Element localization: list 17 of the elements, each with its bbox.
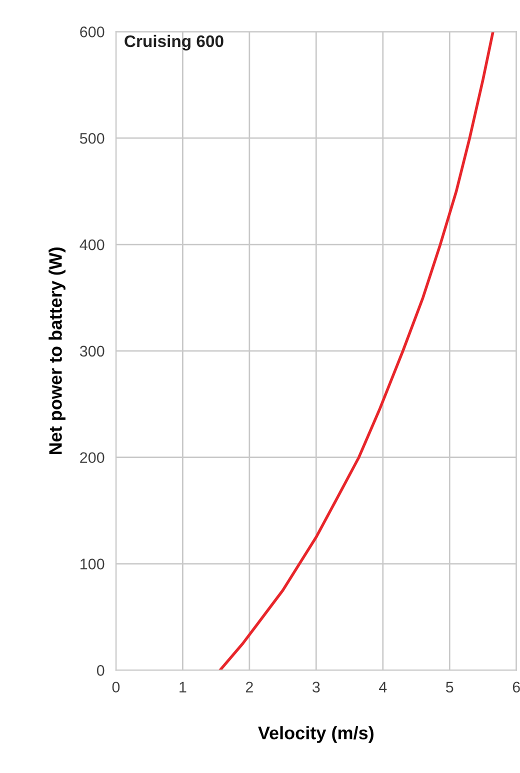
y-tick-label: 500: [80, 132, 104, 144]
chart-title: Cruising 600: [124, 34, 224, 50]
y-tick-label: 600: [80, 26, 104, 38]
x-tick-label: 0: [112, 682, 120, 693]
y-tick-label: 100: [80, 558, 104, 570]
x-tick-label: 4: [378, 682, 387, 692]
x-tick-label: 2: [246, 682, 253, 692]
y-tick-label: 0: [96, 665, 104, 676]
x-axis-title: Velocity (m/s): [258, 726, 374, 743]
y-axis-title: Net power to battery (W): [48, 248, 66, 454]
x-tick-label: 3: [312, 682, 320, 693]
y-tick-label: 200: [80, 452, 104, 464]
x-tick-label: 5: [446, 682, 454, 693]
x-tick-label: 1: [180, 682, 186, 692]
y-tick-label: 400: [80, 239, 104, 250]
x-tick-label: 6: [512, 682, 520, 693]
y-tick-label: 300: [80, 346, 104, 357]
